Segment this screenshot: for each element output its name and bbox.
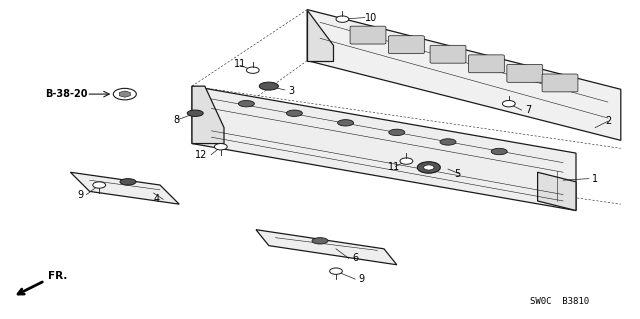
Ellipse shape [312, 238, 328, 244]
Ellipse shape [440, 139, 456, 145]
Polygon shape [307, 10, 333, 61]
Circle shape [214, 144, 227, 150]
Ellipse shape [238, 100, 255, 107]
Polygon shape [70, 172, 179, 204]
Polygon shape [192, 86, 576, 211]
Text: 11: 11 [234, 59, 246, 69]
Ellipse shape [259, 82, 278, 90]
Polygon shape [119, 91, 131, 97]
Ellipse shape [120, 179, 136, 185]
FancyBboxPatch shape [507, 64, 543, 82]
FancyBboxPatch shape [388, 36, 424, 54]
Ellipse shape [389, 129, 405, 136]
Circle shape [246, 67, 259, 73]
Polygon shape [538, 172, 576, 211]
Ellipse shape [187, 110, 204, 116]
Text: 4: 4 [154, 194, 160, 204]
Text: 3: 3 [288, 86, 294, 96]
Ellipse shape [287, 110, 303, 116]
Text: 2: 2 [605, 116, 611, 126]
Ellipse shape [492, 148, 508, 155]
Text: 11: 11 [387, 162, 400, 173]
Circle shape [113, 88, 136, 100]
Circle shape [424, 165, 434, 170]
Text: B-38-20: B-38-20 [45, 89, 87, 99]
Text: 8: 8 [173, 115, 179, 125]
Circle shape [502, 100, 515, 107]
FancyBboxPatch shape [430, 45, 466, 63]
Polygon shape [192, 86, 224, 144]
Text: 12: 12 [195, 150, 208, 160]
Circle shape [400, 158, 413, 164]
Polygon shape [256, 230, 397, 265]
Text: 9: 9 [358, 274, 365, 284]
FancyBboxPatch shape [350, 26, 386, 44]
FancyBboxPatch shape [468, 55, 504, 73]
Text: SW0C  B3810: SW0C B3810 [531, 297, 589, 306]
Circle shape [336, 16, 349, 22]
Text: 9: 9 [77, 189, 83, 200]
Polygon shape [307, 10, 621, 140]
Text: 5: 5 [454, 169, 461, 179]
Text: 7: 7 [525, 105, 531, 115]
Text: 6: 6 [352, 253, 358, 263]
Text: 1: 1 [592, 174, 598, 184]
Circle shape [330, 268, 342, 274]
Circle shape [417, 162, 440, 173]
Circle shape [93, 182, 106, 188]
Text: FR.: FR. [48, 271, 67, 281]
Text: 10: 10 [365, 12, 378, 23]
FancyBboxPatch shape [542, 74, 578, 92]
Ellipse shape [338, 120, 354, 126]
